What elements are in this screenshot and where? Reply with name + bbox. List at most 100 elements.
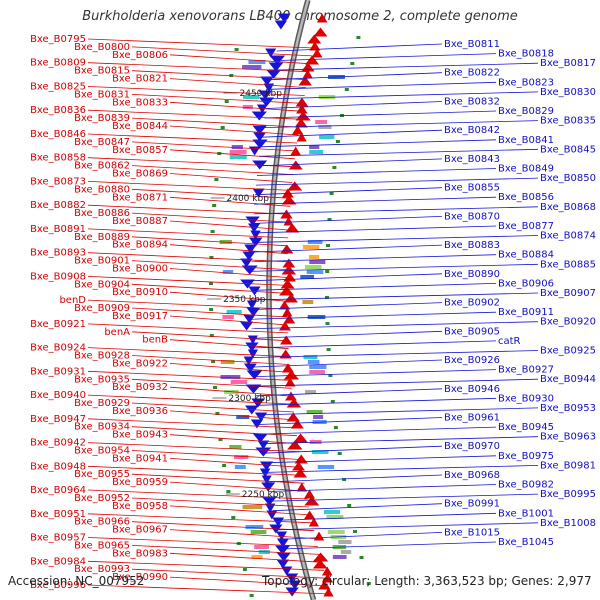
forward-gene-arrow xyxy=(312,552,329,562)
reverse-gene-arrow xyxy=(247,349,259,359)
left-gene-label: Bxe_B0873 xyxy=(30,176,86,187)
left-gene-label: benD xyxy=(59,295,86,306)
feature-block xyxy=(243,95,260,99)
left-gene-label: Bxe_B0894 xyxy=(112,240,168,251)
reverse-gene-arrow xyxy=(239,321,254,331)
left-gene-label: Bxe_B0928 xyxy=(74,351,130,362)
scale-tick xyxy=(211,360,216,363)
right-leader-line xyxy=(253,206,539,215)
feature-block xyxy=(313,415,324,419)
feature-block xyxy=(317,465,335,469)
feature-block xyxy=(302,245,320,249)
right-gene-label: Bxe_B0961 xyxy=(444,413,500,424)
reverse-gene-arrow xyxy=(255,447,272,457)
left-gene-label: Bxe_B0947 xyxy=(30,414,86,425)
feature-block xyxy=(300,275,315,279)
feature-block xyxy=(311,450,329,454)
reverse-gene-arrow xyxy=(276,538,289,548)
scale-tick xyxy=(212,204,217,207)
left-gene-label: Bxe_B0857 xyxy=(112,145,168,156)
right-gene-label: Bxe_B0885 xyxy=(540,259,596,270)
forward-gene-arrow xyxy=(280,279,295,289)
forward-gene-arrow xyxy=(313,531,325,541)
scale-tick xyxy=(350,62,355,65)
right-leader-line xyxy=(279,532,443,540)
left-gene-label: Bxe_B0921 xyxy=(30,319,86,330)
right-leader-line xyxy=(269,484,497,492)
right-gene-label: Bxe_B0907 xyxy=(540,288,596,299)
left-gene-label: Bxe_B0869 xyxy=(112,169,168,180)
right-leader-line xyxy=(250,283,497,291)
left-gene-label: Bxe_B0924 xyxy=(30,343,86,354)
reverse-gene-arrow xyxy=(259,97,275,107)
left-gene-label: Bxe_B0900 xyxy=(112,264,168,275)
right-leader-line xyxy=(262,445,443,454)
right-leader-line xyxy=(251,235,539,243)
feature-block xyxy=(242,65,262,69)
right-gene-label: Bxe_B0877 xyxy=(498,221,554,232)
reverse-gene-arrow xyxy=(252,188,265,198)
scale-tick xyxy=(333,426,338,429)
reverse-gene-arrow xyxy=(252,433,268,443)
feature-block xyxy=(222,315,234,319)
reverse-gene-arrow xyxy=(240,258,253,268)
right-gene-label: Bxe_B0832 xyxy=(444,97,500,108)
forward-gene-arrow xyxy=(295,97,309,107)
reverse-gene-arrow xyxy=(246,370,263,380)
left-leader-line xyxy=(131,283,288,294)
right-gene-label: Bxe_B0945 xyxy=(498,422,554,433)
left-leader-line xyxy=(169,244,288,255)
left-gene-label: Bxe_B0955 xyxy=(74,469,130,480)
reverse-gene-arrow xyxy=(242,251,256,261)
forward-gene-arrow xyxy=(305,55,320,65)
left-leader-line xyxy=(87,276,288,286)
left-leader-line xyxy=(169,363,291,373)
reverse-gene-arrow xyxy=(259,468,271,478)
feature-block xyxy=(307,240,323,244)
scale-tick xyxy=(234,48,239,51)
feature-block xyxy=(323,510,340,514)
left-gene-label: Bxe_B0957 xyxy=(30,533,86,544)
left-leader-line xyxy=(131,378,292,389)
forward-gene-arrow xyxy=(287,440,303,450)
label-lines-layer xyxy=(87,38,539,595)
feature-block xyxy=(230,380,248,384)
forward-gene-arrow xyxy=(293,433,308,443)
left-gene-label: Bxe_B0809 xyxy=(30,58,86,69)
left-gene-label: Bxe_B0996 xyxy=(30,580,86,591)
left-leader-line xyxy=(87,347,290,357)
reverse-gene-arrow xyxy=(245,216,260,226)
right-gene-label: Bxe_B0930 xyxy=(498,393,554,404)
right-leader-line xyxy=(261,436,539,445)
right-leader-line xyxy=(272,503,443,512)
feature-block xyxy=(229,445,242,449)
left-leader-line xyxy=(131,331,289,342)
scale-tick xyxy=(344,88,349,91)
forward-gene-arrow xyxy=(282,258,296,268)
forward-gene-arrow xyxy=(302,69,313,79)
feature-block xyxy=(327,530,345,534)
right-leader-line xyxy=(260,426,497,435)
left-leader-line xyxy=(169,125,299,136)
left-gene-label: Bxe_B0967 xyxy=(112,525,168,536)
tick-layer xyxy=(209,36,371,597)
right-gene-label: Bxe_B0991 xyxy=(444,499,500,510)
forward-gene-arrow xyxy=(281,195,297,205)
scale-tick xyxy=(337,452,342,455)
reverse-gene-arrow xyxy=(248,237,263,247)
feature-block xyxy=(319,135,335,139)
forward-gene-arrow xyxy=(323,587,334,597)
left-gene-label: benB xyxy=(142,335,168,346)
left-gene-label: Bxe_B0825 xyxy=(30,82,86,93)
feature-block xyxy=(220,375,241,379)
feature-block xyxy=(340,550,352,554)
right-leader-line xyxy=(274,512,497,521)
right-gene-label: Bxe_B0953 xyxy=(540,403,596,414)
left-leader-line xyxy=(169,315,288,326)
left-gene-label: Bxe_B0983 xyxy=(112,548,168,559)
left-leader-line xyxy=(169,386,293,397)
right-leader-line xyxy=(264,455,497,464)
reverse-gene-arrow xyxy=(265,503,276,513)
right-gene-label: Bxe_B0911 xyxy=(498,307,554,318)
right-leader-line xyxy=(255,388,443,397)
